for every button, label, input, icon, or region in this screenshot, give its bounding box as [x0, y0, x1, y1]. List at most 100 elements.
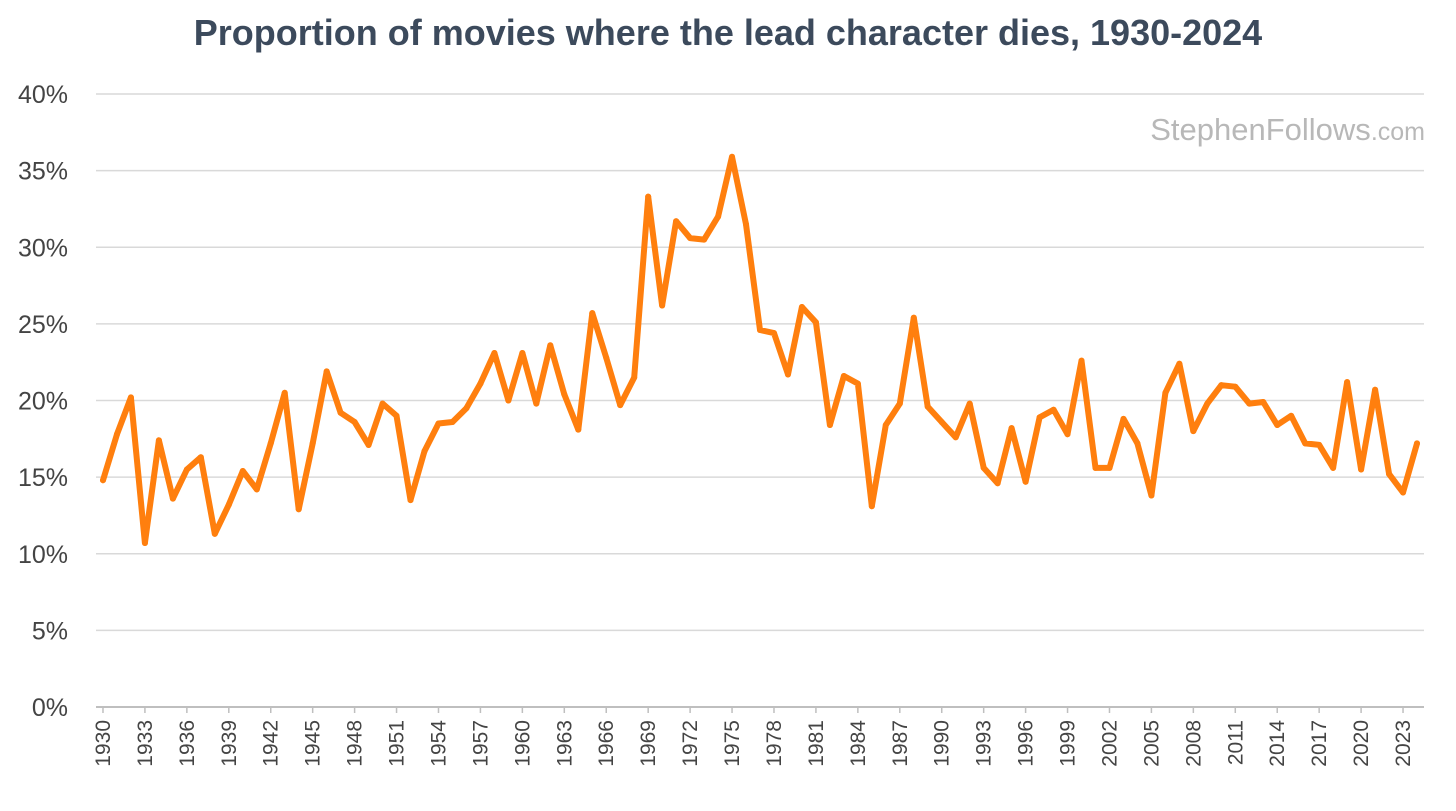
y-tick-label: 10% [18, 541, 68, 569]
x-tick-label: 1933 [134, 720, 157, 767]
data-point [1218, 382, 1225, 389]
y-axis: 0% 5% 10% 15% 20% 25% 30% 35% 40% [18, 81, 68, 722]
data-point [1022, 478, 1029, 485]
x-tick-label: 2014 [1266, 720, 1289, 767]
y-tick-label: 30% [18, 234, 68, 262]
data-point [547, 342, 554, 349]
x-tick-label: 2017 [1308, 720, 1331, 767]
data-point [407, 497, 414, 504]
series-lines [99, 153, 1421, 547]
data-point [980, 464, 987, 471]
data-point [1106, 464, 1113, 471]
data-point [575, 426, 582, 433]
data-point [1092, 464, 1099, 471]
x-tick-label: 2020 [1350, 720, 1373, 767]
x-tick-label: 1975 [721, 720, 744, 767]
data-point [1246, 400, 1253, 407]
data-point [603, 354, 610, 361]
data-point [505, 397, 512, 404]
data-point [533, 400, 540, 407]
data-point [351, 418, 358, 425]
data-point [1190, 428, 1197, 435]
data-point [1288, 412, 1295, 419]
data-point [1330, 464, 1337, 471]
data-point [1050, 406, 1057, 413]
data-point [1148, 492, 1155, 499]
data-point [994, 480, 1001, 487]
y-tick-label: 40% [18, 81, 68, 109]
y-tick-label: 15% [18, 464, 68, 492]
watermark-suffix: .com [1370, 118, 1425, 146]
data-point [477, 380, 484, 387]
x-tick-label: 1987 [889, 720, 912, 767]
data-point [729, 153, 736, 160]
data-point [1358, 466, 1365, 473]
data-point [784, 371, 791, 378]
x-tick-label: 1963 [553, 720, 576, 767]
x-tick-label: 1972 [679, 720, 702, 767]
data-point [673, 218, 680, 225]
data-point [1372, 386, 1379, 393]
data-point [1134, 440, 1141, 447]
data-point [1400, 489, 1407, 496]
data-point [1344, 379, 1351, 386]
data-point [295, 506, 302, 513]
data-point [854, 380, 861, 387]
data-point [924, 403, 931, 410]
x-tick-label: 1951 [386, 720, 409, 767]
x-tick-label: 1966 [595, 720, 618, 767]
data-point [113, 431, 120, 438]
data-point [1120, 415, 1127, 422]
data-point [868, 503, 875, 510]
data-point [952, 434, 959, 441]
x-tick-label: 1978 [763, 720, 786, 767]
data-point [141, 540, 148, 547]
x-tick-label: 2005 [1140, 720, 1163, 767]
data-point [155, 437, 162, 444]
y-tick-label: 5% [32, 617, 68, 645]
data-point [519, 349, 526, 356]
data-point [183, 466, 190, 473]
data-point [169, 495, 176, 502]
watermark-name: StephenFollows [1150, 112, 1371, 147]
data-point [826, 422, 833, 429]
data-point [281, 389, 288, 396]
chart-title: Proportion of movies where the lead char… [193, 12, 1263, 53]
x-tick-label: 1969 [637, 720, 660, 767]
data-point [1386, 471, 1393, 478]
data-point [1302, 440, 1309, 447]
data-point [1204, 400, 1211, 407]
data-point [1232, 383, 1239, 390]
data-point [715, 213, 722, 220]
x-tick-label: 1957 [469, 720, 492, 767]
data-point [966, 400, 973, 407]
gridlines [96, 93, 1424, 708]
data-point [379, 400, 386, 407]
data-point [882, 422, 889, 429]
x-tick-label: 1939 [218, 720, 241, 767]
x-tick-label: 1930 [92, 720, 115, 767]
data-point [1316, 441, 1323, 448]
data-point [757, 327, 763, 334]
data-point [239, 467, 246, 474]
data-point [337, 409, 344, 416]
x-tick-label: 2011 [1224, 720, 1247, 765]
data-point [659, 302, 666, 309]
data-point [589, 310, 596, 317]
data-point [645, 193, 652, 200]
x-tick-label: 1981 [805, 720, 828, 767]
y-tick-label: 0% [32, 694, 68, 722]
x-tick-label: 1945 [302, 720, 325, 767]
data-point [127, 394, 134, 401]
data-point [896, 400, 903, 407]
data-point [1162, 389, 1169, 396]
y-tick-label: 25% [18, 311, 68, 339]
x-tick-label: 2008 [1182, 720, 1205, 767]
data-point [323, 368, 330, 375]
data-point [491, 349, 498, 356]
data-point [253, 486, 260, 493]
data-point [561, 391, 568, 398]
data-point [1260, 399, 1267, 406]
data-point [743, 221, 750, 228]
